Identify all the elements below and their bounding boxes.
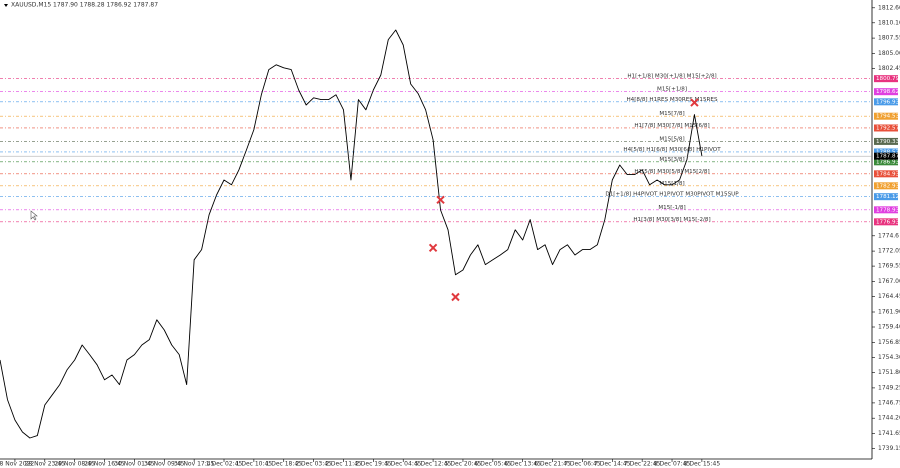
level-label: M15[3/8] [659,157,684,163]
x-tick-label: 1 Dec 02:45 [206,461,243,468]
price-box [874,206,898,214]
price-box [874,88,898,96]
level-label: H1[5/8] M30[5/8] M15[2/8] [634,169,709,175]
y-tick-label: 1749.25 [878,384,900,391]
price-box [874,75,898,83]
x-tick-label: 2 Dec 03:45 [295,461,332,468]
price-line [0,29,703,439]
y-tick-label: 1756.85 [878,339,900,346]
price-box-label: 1784.93 [876,171,900,177]
level-label: M15[1/8] [659,181,684,187]
y-tick-label: 1759.40 [878,324,900,331]
y-tick-label: 1767.00 [878,278,900,285]
price-box [874,98,898,106]
cursor [30,210,38,221]
signal-marker [436,195,445,205]
price-box [874,158,898,166]
x-tick-label: 6 Dec 21:45 [534,461,571,468]
y-tick-label: 1805.00 [878,50,900,57]
x-tick-label: 5 Dec 12:45 [415,461,452,468]
x-tick-label: 2 Dec 11:45 [325,461,362,468]
price-box-label: 1781.12 [876,194,899,200]
price-box-label: 1794.53 [876,114,900,120]
current-price-label: 1787.87 [876,154,900,160]
level-label: D1[+1/8] H4PIVOT H1PIVOT M30PIVOT M15SUP [605,192,739,198]
level-label: H1[7/8] M30[7/8] M15[6/8] [634,123,709,129]
level-label: M15[+1/8] [657,87,687,93]
x-tick-label: 6 Dec 13:45 [504,461,541,468]
y-tick-label: 1739.15 [878,445,900,452]
y-tick-label: 1807.55 [878,35,900,42]
y-tick-label: 1746.75 [878,399,900,406]
price-box-label: 1798.62 [876,89,899,95]
x-tick-label: 5 Dec 04:45 [385,461,422,468]
level-label: M15[-1/8] [658,205,685,211]
y-tick-label: 1751.80 [878,369,900,376]
signal-marker [451,292,460,302]
x-tick-label: 29 Nov 08:45 [54,461,95,468]
signal-marker [690,98,699,107]
price-box-label: 1786.93 [876,159,900,165]
x-tick-label: 5 Dec 20:45 [445,461,482,468]
level-label: H1[+1/8] M30[+1/8] M15[+2/8] [627,74,716,80]
x-tick-label: 1 Dec 18:45 [265,461,302,468]
signal-marker [428,243,438,253]
x-tick-label: 7 Dec 14:45 [594,461,631,468]
x-tick-label: 2 Dec 19:45 [355,461,392,468]
price-box-label: 1788.57 [876,149,900,155]
price-box [874,170,898,178]
y-tick-label: 1764.45 [878,293,900,300]
x-tick-label: 29 Nov 16:45 [84,461,125,468]
y-tick-label: 1744.20 [878,415,900,422]
current-price-box [874,152,898,160]
x-tick-label: 30 Nov 17:45 [174,461,215,468]
y-tick-label: 1769.55 [878,263,900,270]
x-tick-label: 30 Nov 09:45 [144,461,185,468]
chart-title: XAUUSD,M15 1787.90 1788.28 1786.92 1787.… [11,2,158,9]
level-label: H4[8/8] H1RES M30RES M15RES [626,97,717,103]
y-tick-label: 1741.65 [878,430,900,437]
y-tick-label: 1812.60 [878,4,900,11]
level-label: M15[7/8] [659,111,684,117]
price-box [874,137,898,145]
x-tick-label: 7 Dec 06:45 [564,461,601,468]
level-label: H1[3/8] M30[3/8] M15[-2/8] [633,217,710,223]
price-box-label: 1776.93 [876,219,900,225]
price-box [874,148,898,156]
x-tick-label: 1 Dec 10:45 [236,461,273,468]
price-box [874,218,898,226]
x-tick-label: 30 Nov 01:45 [114,461,155,468]
price-box-label: 1800.79 [876,76,900,82]
x-tick-label: 28 Nov 2022 [0,461,34,468]
price-box-label: 1782.93 [876,183,900,189]
y-tick-label: 1802.45 [878,65,900,72]
price-box-label: 1796.93 [876,99,900,105]
price-box [874,124,898,132]
price-box [874,112,898,120]
price-box [874,193,898,201]
level-label: M15[5/8] [659,136,684,142]
x-tick-label: 7 Dec 22:45 [624,461,661,468]
price-box-label: 1792.57 [876,125,900,131]
y-tick-label: 1772.05 [878,248,900,255]
symbol-marker [4,4,8,7]
y-tick-label: 1810.10 [878,19,900,26]
y-tick-label: 1774.6 [878,232,899,239]
x-tick-label: 8 Dec 07:45 [654,461,691,468]
x-tick-label: 8 Dec 15:45 [684,461,721,468]
y-tick-label: 1761.90 [878,309,900,316]
x-tick-label: 28 Nov 23:45 [25,461,66,468]
price-box-label: 1790.33 [876,139,900,145]
price-box [874,182,898,190]
level-label: H4[5/8] H1[6/8] M30[6/8] H1PIVOT [623,147,721,153]
x-tick-label: 6 Dec 05:45 [475,461,512,468]
y-tick-label: 1754.30 [878,354,900,361]
price-box-label: 1778.93 [876,207,900,213]
